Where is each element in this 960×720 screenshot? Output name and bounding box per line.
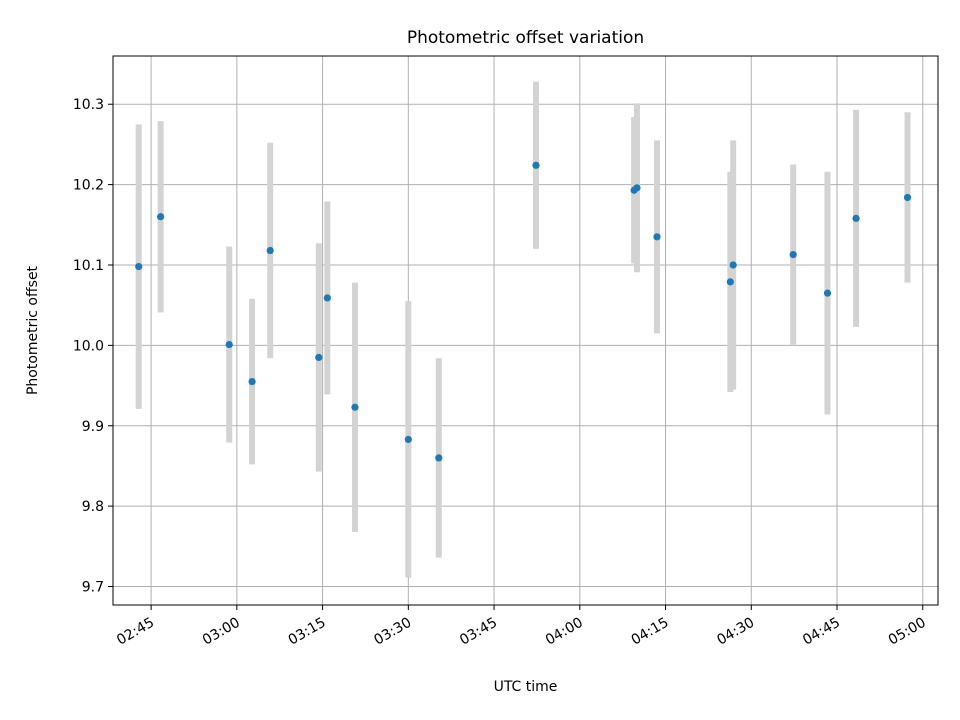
data-point [315, 353, 323, 362]
data-point [532, 161, 540, 169]
data-point [135, 262, 143, 271]
grid [113, 56, 938, 605]
y-tick-label: 10.3 [73, 97, 104, 113]
y-tick-label: 10.1 [73, 258, 104, 274]
y-tick-label: 9.9 [82, 419, 104, 435]
y-tick-label: 9.7 [82, 580, 104, 596]
data-point [653, 233, 661, 241]
data-point [351, 403, 359, 411]
x-axis-label: UTC time [494, 679, 558, 695]
data-point [157, 213, 165, 221]
y-axis-ticks: 9.7 9.8 9.9 10.0 10.1 10.2 10.3 [73, 97, 113, 596]
data-point [729, 261, 737, 269]
data-points [135, 161, 912, 462]
data-point [852, 214, 860, 222]
data-point [266, 246, 274, 255]
data-point [903, 193, 912, 202]
data-point [633, 184, 641, 192]
data-point [726, 278, 734, 286]
data-point [404, 435, 412, 444]
data-point [789, 250, 797, 259]
y-axis-label: Photometric offset [25, 265, 41, 395]
plot-frame [112, 55, 939, 606]
y-tick-label: 10.0 [73, 338, 104, 354]
data-point [225, 340, 233, 349]
data-point [248, 377, 256, 386]
data-point [323, 294, 331, 302]
data-point [435, 454, 443, 462]
y-tick-label: 9.8 [82, 499, 104, 515]
data-point [823, 289, 832, 297]
chart-title: Photometric offset variation [407, 28, 644, 48]
y-tick-label: 10.2 [73, 178, 104, 194]
